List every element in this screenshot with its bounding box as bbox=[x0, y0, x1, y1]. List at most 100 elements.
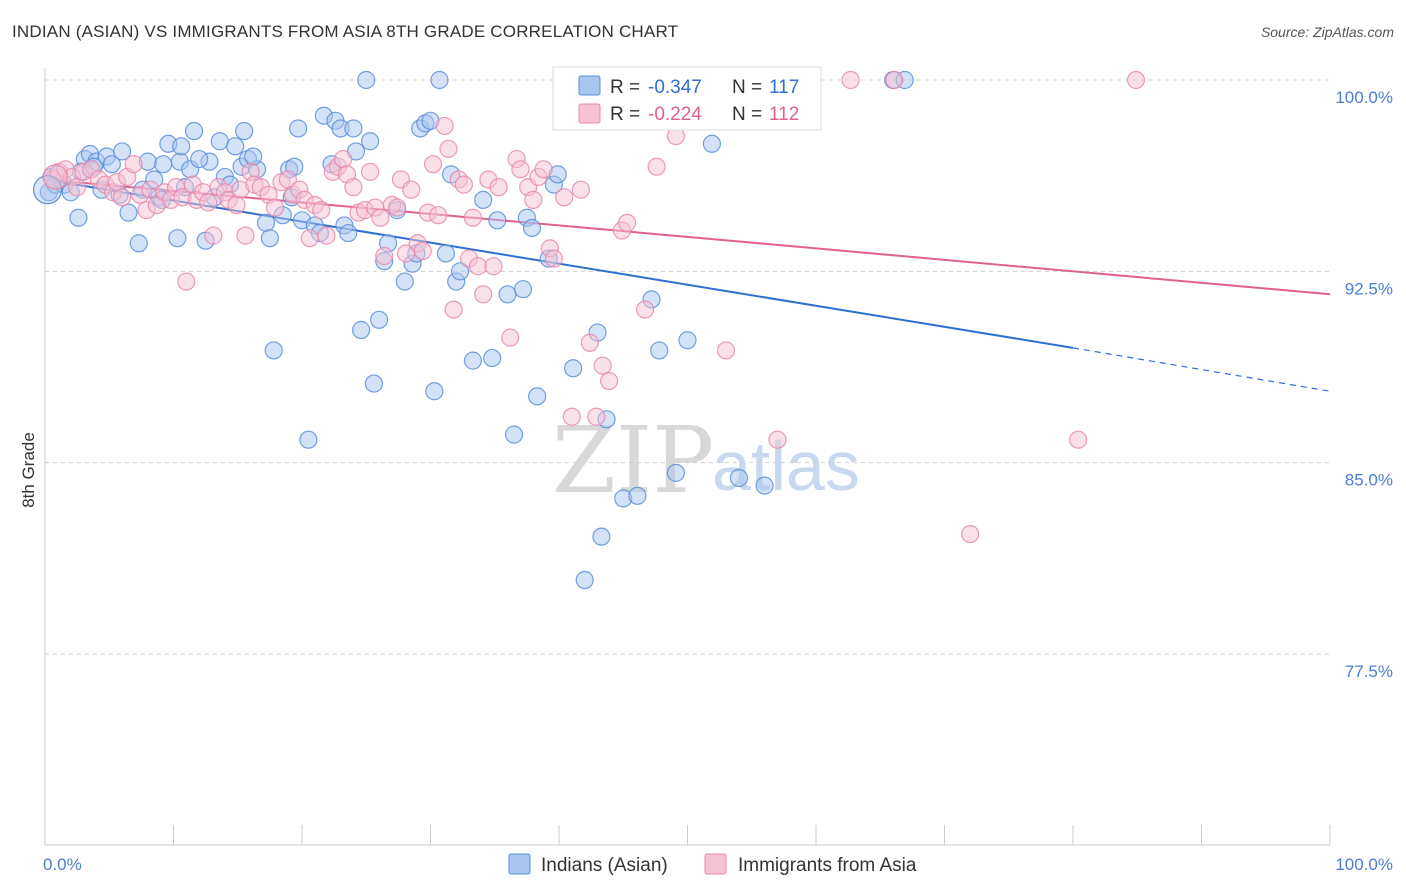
point-immigrants-from-asia bbox=[334, 149, 353, 169]
legend-label-indians-asian: Indians (Asian) bbox=[541, 855, 668, 876]
point-immigrants-from-asia bbox=[489, 178, 508, 197]
point-indians-asian bbox=[226, 137, 245, 156]
point-indians-asian bbox=[352, 320, 371, 340]
point-immigrants-from-asia bbox=[647, 157, 666, 176]
point-immigrants-from-asia bbox=[300, 229, 319, 248]
point-immigrants-from-asia bbox=[344, 178, 363, 197]
point-immigrants-from-asia bbox=[68, 178, 87, 197]
y-tick-label: 85.0% bbox=[1345, 471, 1393, 490]
point-indians-asian bbox=[361, 132, 380, 151]
point-immigrants-from-asia bbox=[429, 206, 448, 225]
y-tick-label: 92.5% bbox=[1345, 279, 1393, 298]
point-immigrants-from-asia bbox=[435, 116, 454, 136]
point-immigrants-from-asia bbox=[534, 160, 553, 179]
legend-swatch-pink bbox=[578, 103, 601, 124]
series-legend: Indians (Asian) Immigrants from Asia bbox=[508, 853, 917, 876]
y-axis-title: 8th Grade bbox=[19, 432, 38, 508]
chart-title: INDIAN (ASIAN) VS IMMIGRANTS FROM ASIA 8… bbox=[12, 22, 679, 41]
point-indians-asian bbox=[702, 134, 722, 153]
point-immigrants-from-asia bbox=[618, 213, 637, 232]
point-immigrants-from-asia bbox=[841, 70, 860, 90]
point-immigrants-from-asia bbox=[371, 208, 390, 227]
point-immigrants-from-asia bbox=[571, 180, 590, 199]
point-indians-asian bbox=[235, 121, 254, 141]
point-immigrants-from-asia bbox=[501, 328, 520, 347]
point-indians-asian bbox=[483, 348, 502, 368]
point-indians-asian bbox=[119, 203, 138, 222]
point-immigrants-from-asia bbox=[204, 226, 223, 245]
point-indians-asian bbox=[436, 244, 456, 263]
legend-r-label: R = bbox=[610, 77, 640, 98]
x-tick-label: 100.0% bbox=[1335, 855, 1393, 874]
point-immigrants-from-asia bbox=[463, 208, 483, 227]
point-immigrants-from-asia bbox=[402, 180, 421, 199]
point-indians-asian bbox=[339, 223, 358, 243]
point-immigrants-from-asia bbox=[587, 407, 606, 426]
point-immigrants-from-asia bbox=[387, 198, 407, 217]
point-indians-asian bbox=[129, 234, 148, 253]
point-indians-asian bbox=[299, 430, 318, 449]
point-indians-asian bbox=[370, 310, 389, 329]
legend-r-value-blue: -0.347 bbox=[648, 77, 702, 98]
y-tick-label: 100.0% bbox=[1335, 88, 1393, 107]
point-immigrants-from-asia bbox=[635, 300, 655, 319]
point-indians-asian bbox=[450, 262, 470, 281]
point-immigrants-from-asia bbox=[885, 70, 904, 90]
point-immigrants-from-asia bbox=[317, 226, 336, 245]
point-immigrants-from-asia bbox=[1126, 70, 1146, 90]
point-immigrants-from-asia bbox=[42, 164, 68, 190]
point-indians-asian bbox=[264, 341, 283, 360]
legend-r-value-pink: -0.224 bbox=[648, 104, 702, 125]
y-tick-labels: 77.5% 85.0% 92.5% 100.0% bbox=[1335, 88, 1393, 681]
point-indians-asian bbox=[357, 70, 376, 90]
point-indians-asian bbox=[729, 468, 749, 488]
point-immigrants-from-asia bbox=[312, 201, 331, 220]
point-indians-asian bbox=[244, 147, 263, 166]
point-indians-asian bbox=[395, 272, 414, 291]
point-immigrants-from-asia bbox=[562, 407, 581, 426]
point-indians-asian bbox=[364, 374, 384, 393]
point-indians-asian bbox=[498, 285, 517, 304]
point-immigrants-from-asia bbox=[375, 246, 394, 266]
legend-r-label: R = bbox=[610, 104, 640, 125]
point-indians-asian bbox=[210, 132, 229, 151]
point-immigrants-from-asia bbox=[423, 155, 443, 174]
point-immigrants-from-asia bbox=[524, 190, 543, 210]
point-immigrants-from-asia bbox=[468, 257, 488, 276]
trend-line-immigrants-from-asia bbox=[44, 178, 1331, 296]
point-indians-asian bbox=[513, 280, 533, 299]
point-indians-asian bbox=[666, 463, 686, 482]
point-indians-asian bbox=[474, 190, 493, 210]
legend-n-value-pink: 112 bbox=[769, 104, 799, 125]
point-indians-asian bbox=[184, 121, 204, 141]
point-indians-asian bbox=[522, 218, 542, 238]
point-immigrants-from-asia bbox=[580, 333, 599, 352]
point-immigrants-from-asia bbox=[593, 356, 612, 375]
point-indians-asian bbox=[102, 155, 121, 174]
point-immigrants-from-asia bbox=[112, 188, 132, 207]
point-immigrants-from-asia bbox=[454, 175, 474, 194]
point-immigrants-from-asia bbox=[124, 155, 143, 174]
point-indians-asian bbox=[32, 175, 63, 205]
point-indians-asian bbox=[430, 70, 449, 90]
point-immigrants-from-asia bbox=[413, 241, 432, 261]
point-indians-asian bbox=[260, 229, 279, 248]
point-indians-asian bbox=[69, 208, 88, 227]
point-indians-asian bbox=[592, 527, 611, 546]
point-indians-asian bbox=[678, 331, 697, 350]
point-indians-asian bbox=[256, 213, 276, 232]
legend-swatch-immigrants-from-asia bbox=[704, 853, 727, 875]
legend-n-value-blue: 117 bbox=[769, 77, 799, 98]
point-immigrants-from-asia bbox=[511, 160, 530, 179]
point-indians-asian bbox=[112, 142, 132, 161]
point-immigrants-from-asia bbox=[716, 341, 736, 360]
point-immigrants-from-asia bbox=[236, 226, 255, 245]
point-immigrants-from-asia bbox=[474, 285, 493, 304]
point-immigrants-from-asia bbox=[227, 195, 246, 215]
legend-n-label: N = bbox=[732, 104, 762, 125]
legend-swatch-indians-asian bbox=[508, 853, 531, 875]
point-immigrants-from-asia bbox=[600, 371, 619, 391]
point-indians-asian bbox=[344, 119, 363, 138]
point-immigrants-from-asia bbox=[265, 198, 285, 217]
